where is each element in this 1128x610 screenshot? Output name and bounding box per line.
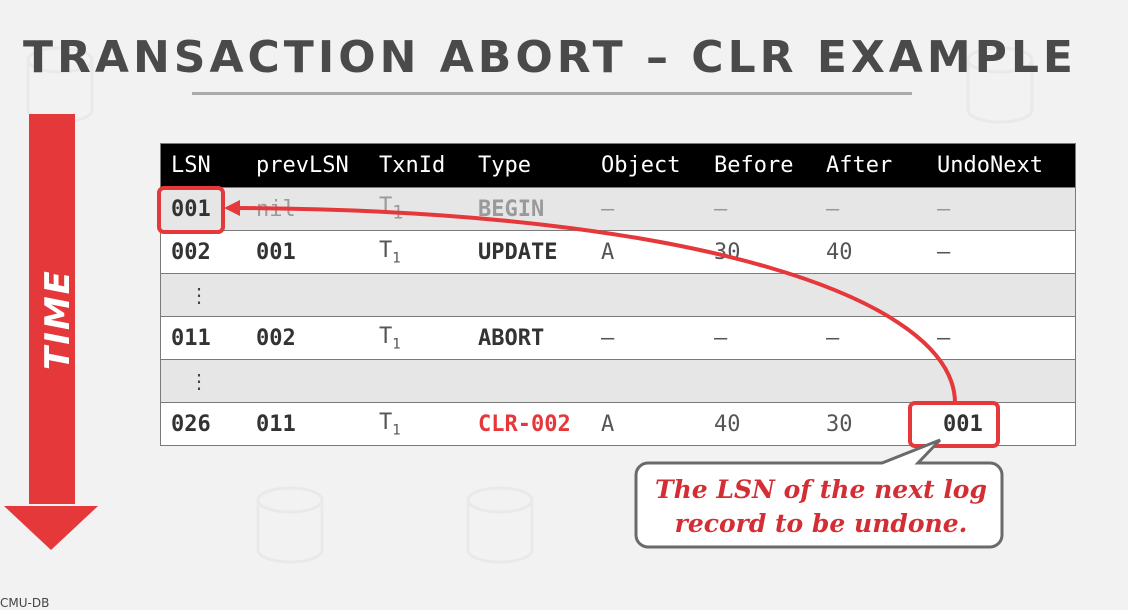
cell-txnid: T1 bbox=[379, 409, 401, 439]
cell-lsn: 026 bbox=[171, 411, 211, 437]
cell-lsn: 002 bbox=[171, 239, 211, 265]
cell-object: A bbox=[601, 411, 615, 437]
cell-before: – bbox=[714, 196, 728, 222]
time-label: TIME bbox=[38, 269, 78, 370]
cell-lsn: 001 bbox=[171, 196, 211, 222]
ellipsis: ⋮ bbox=[189, 283, 209, 307]
table-row: 026 011 T1 CLR-002 A 40 30 001 bbox=[161, 402, 1075, 445]
footer-label: CMU-DB bbox=[0, 596, 50, 610]
col-after: After bbox=[826, 153, 893, 178]
slide-title: TRANSACTION ABORT – CLR EXAMPLE bbox=[23, 32, 1077, 83]
cell-type: ABORT bbox=[478, 325, 545, 351]
table-header: LSN prevLSN TxnId Type Object Before Aft… bbox=[161, 144, 1075, 187]
table-row: 002 001 T1 UPDATE A 30 40 – bbox=[161, 230, 1075, 273]
col-object: Object bbox=[601, 153, 681, 178]
cell-type: BEGIN bbox=[478, 196, 545, 222]
cell-undonext: – bbox=[937, 196, 951, 222]
cell-after: 40 bbox=[826, 239, 853, 265]
cell-after: 30 bbox=[826, 411, 853, 437]
cell-undonext: – bbox=[937, 325, 951, 351]
col-type: Type bbox=[478, 153, 531, 178]
cell-prevlsn: 002 bbox=[256, 325, 296, 351]
cell-prevlsn: nil bbox=[256, 196, 296, 222]
cell-object: – bbox=[601, 196, 615, 222]
title-underline bbox=[192, 92, 912, 95]
callout-text: The LSN of the next log record to be und… bbox=[655, 475, 987, 538]
cell-after: – bbox=[826, 196, 840, 222]
cell-type: UPDATE bbox=[478, 239, 558, 265]
ellipsis: ⋮ bbox=[189, 369, 209, 393]
cell-undonext: 001 bbox=[943, 411, 983, 437]
cell-prevlsn: 001 bbox=[256, 239, 296, 265]
col-prevlsn: prevLSN bbox=[256, 153, 349, 178]
cell-prevlsn: 011 bbox=[256, 411, 296, 437]
log-table: LSN prevLSN TxnId Type Object Before Aft… bbox=[160, 143, 1076, 446]
table-row-ellipsis: ⋮ bbox=[161, 273, 1075, 316]
col-before: Before bbox=[714, 153, 794, 178]
table-row-ellipsis: ⋮ bbox=[161, 359, 1075, 402]
cell-txnid: T1 bbox=[379, 237, 401, 267]
cell-lsn: 011 bbox=[171, 325, 211, 351]
cell-object: A bbox=[601, 239, 615, 265]
cell-object: – bbox=[601, 325, 615, 351]
cell-txnid: T1 bbox=[379, 194, 404, 224]
cell-txnid: T1 bbox=[379, 323, 401, 353]
col-lsn: LSN bbox=[171, 153, 211, 178]
cell-before: 40 bbox=[714, 411, 741, 437]
cell-after: – bbox=[826, 325, 840, 351]
table-row: 001 nil T1 BEGIN – – – – bbox=[161, 187, 1075, 230]
cell-undonext: – bbox=[937, 239, 951, 265]
cell-type: CLR-002 bbox=[478, 411, 571, 437]
table-row: 011 002 T1 ABORT – – – – bbox=[161, 316, 1075, 359]
time-arrow-icon bbox=[4, 114, 98, 550]
cell-before: – bbox=[714, 325, 728, 351]
col-undonext: UndoNext bbox=[937, 153, 1043, 178]
col-txnid: TxnId bbox=[379, 153, 446, 178]
cell-before: 30 bbox=[714, 239, 741, 265]
